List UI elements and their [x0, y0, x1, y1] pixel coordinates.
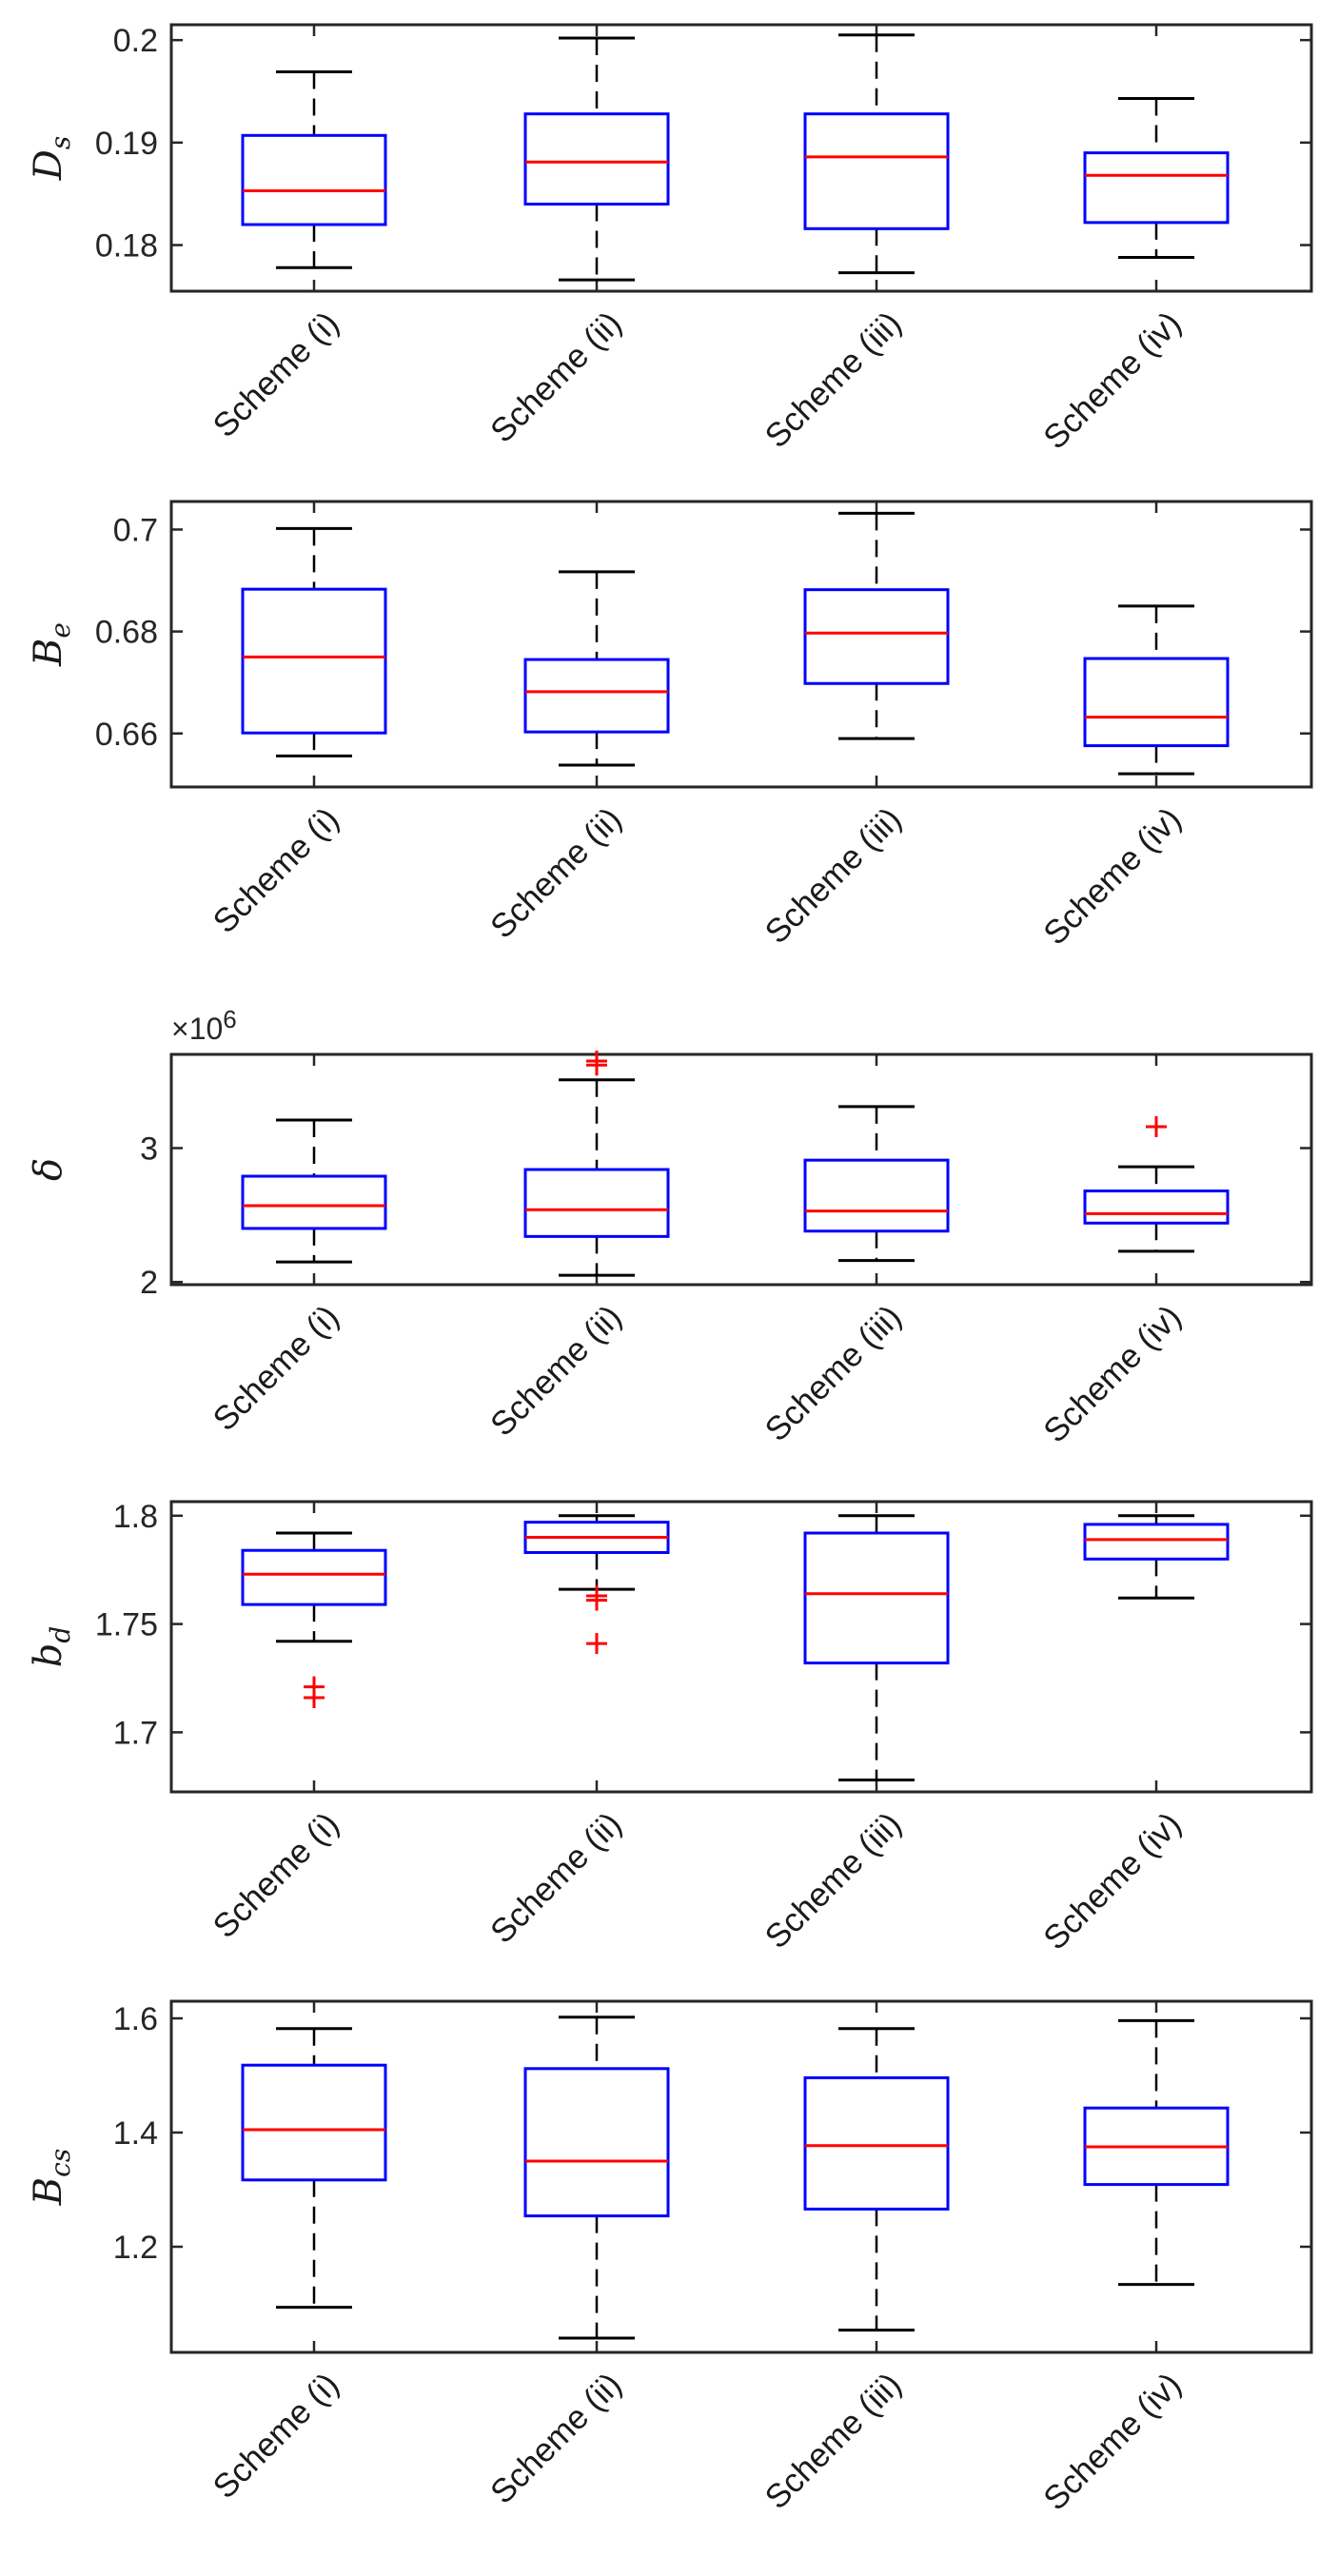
- category-label: Scheme (i): [206, 305, 345, 444]
- boxplot-panel-3: 2 3 ×106 δ Scheme (i) Scheme (ii) Scheme (iii)…: [27, 1005, 1313, 1450]
- iqr-box: [1083, 657, 1230, 748]
- box-4: Scheme (iv): [1036, 97, 1230, 457]
- iqr-box: [523, 2067, 670, 2218]
- box-4: Scheme (iv): [1036, 2018, 1230, 2518]
- y-tick-label: 1.8: [113, 1499, 158, 1535]
- plot-frame: [169, 1500, 1313, 1794]
- category-label: Scheme (ii): [483, 2366, 629, 2511]
- outlier-marker: [586, 1633, 607, 1655]
- boxplot-panel-5: 1.2 1.4 1.6 Bcs Scheme (i) Scheme (ii) Scheme …: [27, 1999, 1313, 2518]
- y-tick-label: 3: [140, 1131, 158, 1167]
- y-tick-label: 0.19: [95, 126, 158, 162]
- category-label: Scheme (iii): [758, 2366, 908, 2516]
- outlier-marker: [1146, 1115, 1167, 1137]
- category-label: Scheme (i): [206, 1298, 345, 1438]
- category-label: Scheme (iv): [1036, 1805, 1189, 1957]
- iqr-box: [523, 1168, 670, 1238]
- iqr-box: [1083, 1523, 1230, 1561]
- iqr-box: [241, 587, 387, 735]
- box-2: Scheme (ii): [483, 570, 670, 946]
- category-label: Scheme (ii): [483, 305, 629, 450]
- boxplot-panel-2: 0.66 0.68 0.7 Be Scheme (i) Scheme (ii) Scheme…: [27, 500, 1313, 953]
- iqr-box: [803, 2075, 950, 2211]
- category-label: Scheme (ii): [483, 800, 629, 946]
- box-3: Scheme (iii): [758, 1105, 950, 1448]
- iqr-box: [803, 1531, 950, 1665]
- box-1: Scheme (i): [206, 1118, 387, 1438]
- y-tick-label: 0.2: [113, 23, 158, 59]
- box-4: Scheme (iv): [1036, 1115, 1230, 1450]
- box-3: Scheme (iii): [758, 2027, 950, 2516]
- box-2: Scheme (ii): [483, 36, 670, 450]
- category-label: Scheme (iii): [758, 800, 908, 951]
- y-axis-label: Ds: [27, 136, 76, 181]
- iqr-box: [523, 112, 670, 206]
- iqr-box: [241, 1548, 387, 1606]
- iqr-box: [241, 133, 387, 226]
- category-label: Scheme (i): [206, 1805, 345, 1945]
- iqr-box: [241, 1174, 387, 1230]
- box-3: Scheme (iii): [758, 1514, 950, 1956]
- iqr-box: [803, 588, 950, 685]
- plot-frame: [169, 23, 1313, 293]
- y-tick-label: 0.68: [95, 615, 158, 651]
- plot-frame: [169, 1052, 1313, 1287]
- y-axis-label: bd: [27, 1626, 76, 1668]
- y-tick-label: 1.7: [113, 1715, 158, 1751]
- boxplot-panel-4: 1.7 1.75 1.8 bd Scheme (i) Scheme (ii) Scheme …: [27, 1499, 1313, 1957]
- y-tick-label: 2: [140, 1265, 158, 1301]
- category-label: Scheme (ii): [483, 1805, 629, 1951]
- box-2: Scheme (ii): [483, 1514, 670, 1951]
- category-label: Scheme (iv): [1036, 800, 1189, 953]
- y-tick-label: 0.18: [95, 228, 158, 265]
- box-4: Scheme (iv): [1036, 1514, 1230, 1957]
- box-2: Scheme (ii): [483, 2016, 670, 2511]
- category-label: Scheme (ii): [483, 1298, 629, 1444]
- category-label: Scheme (iii): [758, 1298, 908, 1448]
- iqr-box: [241, 2063, 387, 2182]
- category-label: Scheme (iii): [758, 305, 908, 455]
- category-label: Scheme (iv): [1036, 1298, 1189, 1450]
- box-2: Scheme (ii): [483, 1051, 670, 1444]
- y-axis-label: δ: [27, 1158, 70, 1181]
- y-tick-label: 0.7: [113, 512, 158, 548]
- box-1: Scheme (i): [206, 70, 387, 444]
- box-1: Scheme (i): [206, 526, 387, 940]
- y-tick-label: 1.75: [95, 1607, 158, 1643]
- outlier-marker: [304, 1676, 325, 1698]
- y-tick-label: 1.4: [113, 2115, 158, 2152]
- boxplot-panel-1: 0.18 0.19 0.2 Ds Scheme (i) Scheme (ii) Scheme…: [27, 23, 1313, 457]
- iqr-box: [523, 658, 670, 734]
- y-axis-label: Bcs: [27, 2149, 76, 2206]
- box-1: Scheme (i): [206, 2027, 387, 2506]
- y-tick-label: 1.6: [113, 2001, 158, 2037]
- iqr-box: [1083, 151, 1230, 225]
- y-axis-label: Be: [27, 622, 76, 667]
- box-4: Scheme (iv): [1036, 604, 1230, 953]
- outlier-marker: [586, 1051, 607, 1072]
- category-label: Scheme (iv): [1036, 2366, 1189, 2518]
- iqr-box: [1083, 1190, 1230, 1225]
- y-tick-label: 0.66: [95, 717, 158, 753]
- category-label: Scheme (i): [206, 2366, 345, 2506]
- iqr-box: [803, 1158, 950, 1233]
- plot-frame: [169, 500, 1313, 789]
- outlier-marker: [586, 1585, 607, 1607]
- box-1: Scheme (i): [206, 1531, 387, 1945]
- category-label: Scheme (iii): [758, 1805, 908, 1956]
- box-3: Scheme (iii): [758, 511, 950, 951]
- category-label: Scheme (i): [206, 800, 345, 940]
- y-tick-label: 1.2: [113, 2230, 158, 2266]
- iqr-box: [803, 112, 950, 230]
- plot-frame: [169, 1999, 1313, 2354]
- category-label: Scheme (iv): [1036, 305, 1189, 457]
- y-exponent-label: ×106: [171, 1005, 237, 1046]
- box-3: Scheme (iii): [758, 33, 950, 455]
